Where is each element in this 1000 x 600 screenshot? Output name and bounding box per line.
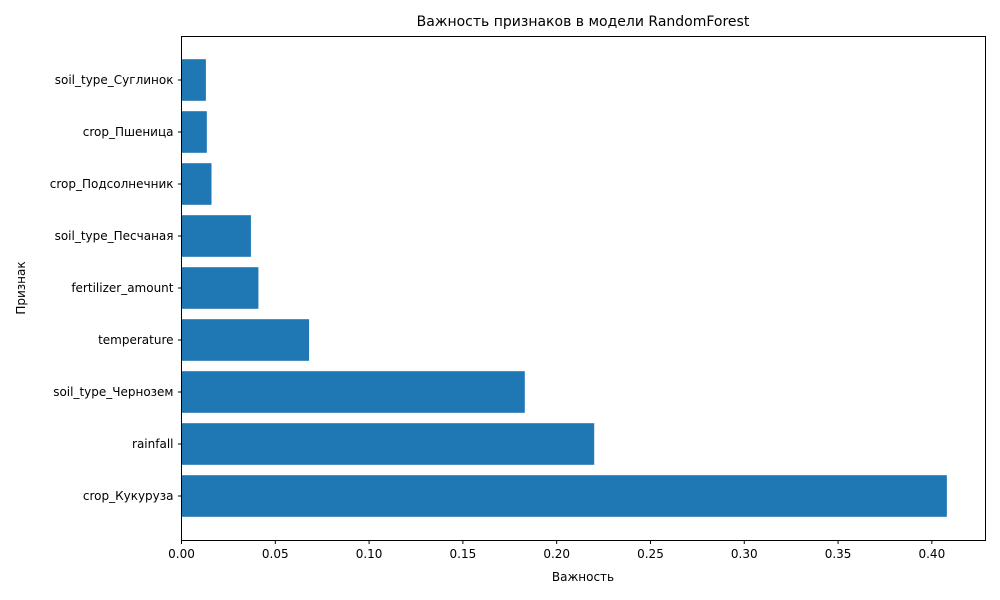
y-axis-ticks: crop_Кукуруза rainfall soil_type_Чернозем t… [50,73,182,503]
x-tick-label: 0.25 [637,547,664,561]
x-tick-label: 0.05 [262,547,289,561]
y-tick-label: fertilizer_amount [71,281,173,295]
bar [181,111,207,153]
x-tick-label: 0.35 [825,547,852,561]
x-tick-label: 0.00 [168,547,195,561]
bar [181,371,525,413]
y-tick-label: soil_type_Суглинок [55,73,174,87]
y-tick-label: temperature [98,333,173,347]
bar [181,267,259,309]
y-tick-label: soil_type_Песчаная [55,229,174,243]
y-tick-label: rainfall [132,437,173,451]
bar [181,475,947,517]
x-tick-label: 0.30 [731,547,758,561]
x-tick-label: 0.20 [543,547,570,561]
x-tick-label: 0.40 [918,547,945,561]
bar [181,163,212,205]
bar [181,59,206,101]
y-tick-label: crop_Подсолнечник [50,177,174,191]
x-tick-label: 0.15 [450,547,477,561]
x-axis-ticks: 0.00 0.05 0.10 0.15 0.20 0.25 0.30 0.35 0.40 [168,540,945,561]
y-axis-label: Признак [14,261,28,314]
bar [181,215,251,257]
x-axis-label: Важность [552,570,614,584]
bar [181,423,595,465]
bar [181,319,310,361]
plot-frame [181,36,986,541]
y-tick-label: soil_type_Чернозем [53,385,173,399]
y-tick-label: crop_Кукуруза [83,489,174,503]
bars-group [181,59,947,517]
chart-title: Важность признаков в модели RandomForest [417,14,750,30]
x-tick-label: 0.10 [356,547,383,561]
y-tick-label: crop_Пшеница [83,125,174,139]
